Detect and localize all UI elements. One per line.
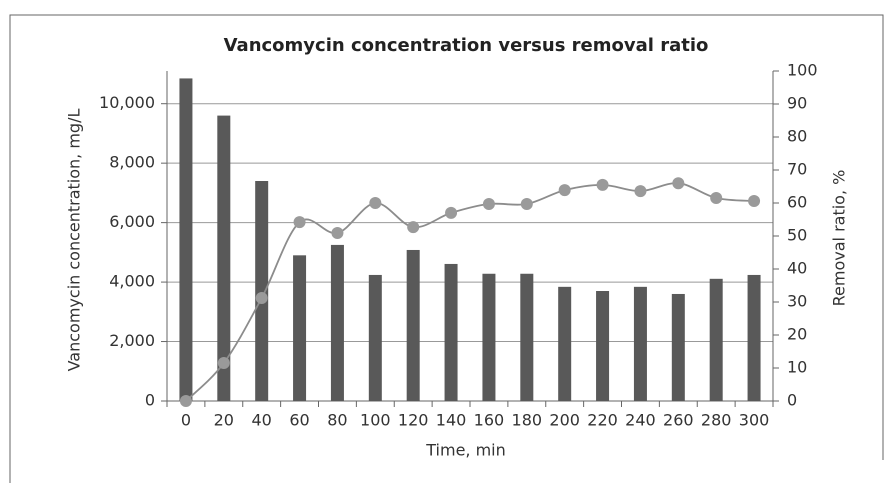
- y-tick-label: 0: [145, 391, 155, 410]
- marker: [407, 221, 420, 234]
- y2-tick-label: 30: [787, 292, 807, 311]
- marker: [520, 197, 533, 210]
- x-tick-label: 60: [289, 411, 309, 430]
- marker: [710, 192, 723, 205]
- bar: [671, 293, 685, 401]
- bar: [482, 273, 496, 401]
- marker: [482, 197, 495, 210]
- x-tick-label: 200: [549, 411, 580, 430]
- bar: [293, 255, 307, 401]
- marker: [331, 227, 344, 240]
- x-tick-label: 160: [474, 411, 505, 430]
- x-tick-label: 20: [214, 411, 234, 430]
- y2-tick-label: 80: [787, 127, 807, 146]
- marker: [445, 206, 458, 219]
- marker: [255, 292, 268, 305]
- bar: [179, 78, 193, 401]
- chart-title: Vancomycin concentration versus removal …: [224, 35, 709, 56]
- bar: [368, 274, 382, 401]
- marker: [558, 184, 571, 197]
- y2-tick-label: 0: [787, 391, 797, 410]
- marker: [293, 216, 306, 229]
- x-tick-label: 220: [587, 411, 618, 430]
- y-tick-label: 6,000: [109, 212, 155, 231]
- y2-tick-label: 60: [787, 193, 807, 212]
- marker: [596, 178, 609, 191]
- bar: [558, 286, 572, 401]
- x-tick-label: 100: [360, 411, 391, 430]
- y2-tick-label: 50: [787, 226, 807, 245]
- y-tick-label: 10,000: [99, 93, 155, 112]
- marker: [748, 195, 761, 208]
- frame: [9, 14, 884, 483]
- y2-tick-label: 20: [787, 325, 807, 344]
- bar: [255, 181, 269, 401]
- bar: [330, 244, 344, 401]
- bar: [633, 286, 647, 401]
- y-tick-label: 8,000: [109, 153, 155, 172]
- y2-tick-label: 10: [787, 358, 807, 377]
- bar: [709, 278, 723, 401]
- x-tick-label: 240: [625, 411, 656, 430]
- x-tick-label: 260: [663, 411, 694, 430]
- bar: [596, 291, 610, 401]
- marker: [634, 185, 647, 198]
- y-axis-label: Vancomycin concentration, mg/L: [65, 109, 84, 372]
- x-tick-label: 300: [739, 411, 770, 430]
- marker: [179, 395, 192, 407]
- bar: [217, 115, 231, 401]
- y2-tick-label: 70: [787, 160, 807, 179]
- x-tick-label: 40: [252, 411, 272, 430]
- x-tick-label: 180: [512, 411, 543, 430]
- bar: [520, 273, 534, 401]
- x-tick-label: 120: [398, 411, 429, 430]
- bar: [747, 274, 761, 401]
- y2-tick-label: 40: [787, 259, 807, 278]
- x-axis-label: Time, min: [425, 441, 506, 460]
- y2-tick-label: 90: [787, 94, 807, 113]
- x-tick-label: 80: [327, 411, 347, 430]
- marker: [672, 177, 685, 190]
- bar: [406, 249, 420, 401]
- x-tick-label: 140: [436, 411, 467, 430]
- y2-tick-label: 100: [787, 61, 818, 80]
- marker: [369, 197, 382, 209]
- bar: [444, 263, 458, 401]
- y-tick-label: 4,000: [109, 272, 155, 291]
- marker: [217, 357, 230, 370]
- x-tick-label: 0: [181, 411, 191, 430]
- x-tick-label: 280: [701, 411, 732, 430]
- line: [185, 182, 755, 402]
- y-tick-label: 2,000: [109, 331, 155, 350]
- y2-axis-label: Removal ratio, %: [830, 170, 849, 307]
